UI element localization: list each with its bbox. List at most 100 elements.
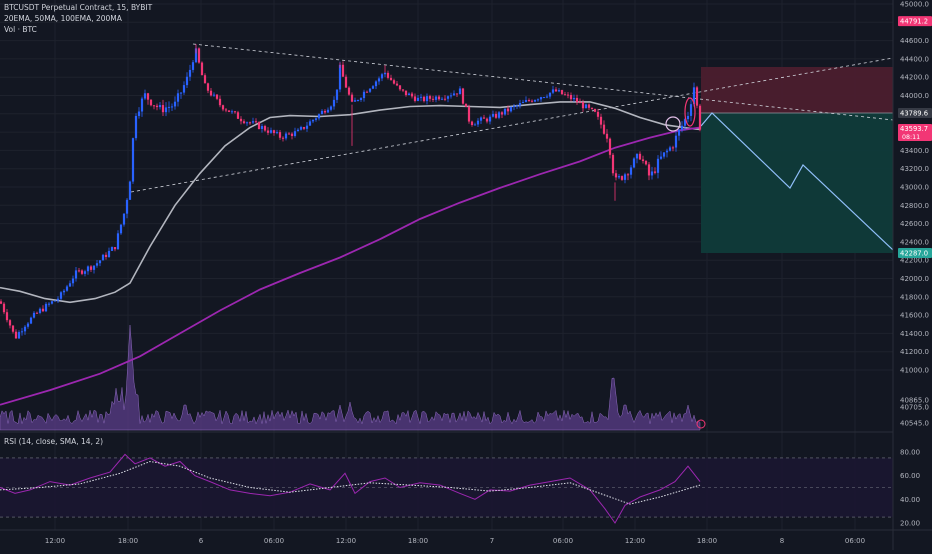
rsi-line [0,453,701,524]
candle-body [665,150,669,153]
candle-body [557,90,561,92]
candle-body [140,98,144,112]
time-tick-label: 06:00 [553,537,573,545]
candle-body [521,102,525,104]
candle-body [590,107,594,109]
candle-body [482,117,486,119]
candle-body [551,89,555,93]
candle-body [194,48,198,63]
candle-body [410,93,414,97]
candle-body [311,119,315,122]
countdown-badge: 08:11 [902,134,920,141]
time-tick-label: 12:00 [45,537,65,545]
candle-body [683,119,687,126]
candle-body [119,224,123,234]
candle-body [317,114,321,119]
candle-body [446,96,450,99]
candle-body [563,94,567,96]
candle-body [29,317,33,324]
candle-body [404,90,408,96]
volume-legend[interactable]: Vol · BTC [4,25,37,34]
price-tick-label: 41600.0 [900,312,929,320]
candle-body [281,137,285,139]
price-tick-label: 42000.0 [900,275,929,283]
time-tick-label: 8 [780,537,784,545]
candle-body [155,105,159,108]
candle-body [257,122,261,130]
price-tick-label: 41000.0 [900,367,929,375]
candle-body [143,93,147,99]
candle-body [296,129,300,132]
candle-body [407,93,411,96]
candle-body [125,199,129,214]
candle-body [428,96,432,99]
candle-body [59,292,63,299]
candle-body [101,254,105,261]
candle-body [248,122,252,124]
candle-body [230,111,234,113]
candle-body [497,112,501,118]
candle-body [251,121,255,123]
price-tick-label: 40865.0 [900,397,929,405]
candle-body [227,110,231,112]
candle-body [476,120,480,125]
candle-body [233,111,237,113]
candle-body [173,101,177,107]
candle-body [452,93,456,96]
candle-body [104,254,108,257]
candle-body [635,153,639,159]
candle-body [218,98,222,106]
candle-body [488,116,492,122]
candle-body [326,109,330,113]
candle-body [380,74,384,79]
candle-body [548,92,552,97]
ma-legend[interactable]: 20EMA, 50MA, 100EMA, 200MA [4,14,122,23]
candle-body [137,111,141,116]
time-tick-label: 12:00 [625,537,645,545]
rsi-legend[interactable]: RSI (14, close, SMA, 14, 2) [4,437,104,446]
candle-body [149,99,153,106]
price-tick-label: 45000.0 [900,1,929,9]
candle-body [122,213,126,225]
candle-body [206,83,210,91]
candle-body [689,104,693,116]
candle-body [161,105,165,113]
candle-body [434,96,438,100]
candle-body [8,320,12,326]
candle-body [575,97,579,103]
candle-body [533,99,537,102]
price-tick-label: 43200.0 [900,165,929,173]
candle-body [152,105,156,107]
candle-body [536,99,540,101]
price-tick-label: 43400.0 [900,147,929,155]
symbol-title[interactable]: BTCUSDT Perpetual Contract, 15, BYBIT [4,3,153,12]
candle-body [374,81,378,87]
candle-body [680,125,684,130]
candle-body [293,131,297,136]
candle-body [50,301,54,304]
candle-body [260,126,264,130]
candle-body [578,102,582,104]
candle-body [41,308,45,312]
candle-body [185,76,189,86]
candle-body [506,108,510,112]
candle-body [593,108,597,112]
candle-body [422,96,426,102]
candle-body [92,265,96,270]
price-tick-label: 42600.0 [900,220,929,228]
rsi-ma-line [0,460,701,505]
candle-body [527,100,531,102]
candle-body [437,96,441,100]
candle-body [467,106,471,122]
candle-body [608,138,612,155]
candle-body [56,298,60,301]
candle-body [188,69,192,77]
candle-body [395,83,399,86]
entry-price-badge: 43789.6 [900,110,928,118]
candle-body [44,303,48,312]
candle-body [323,110,327,113]
rsi-tick-label: 60.00 [900,472,920,480]
time-tick-label: 18:00 [408,537,428,545]
candle-body [659,156,663,159]
